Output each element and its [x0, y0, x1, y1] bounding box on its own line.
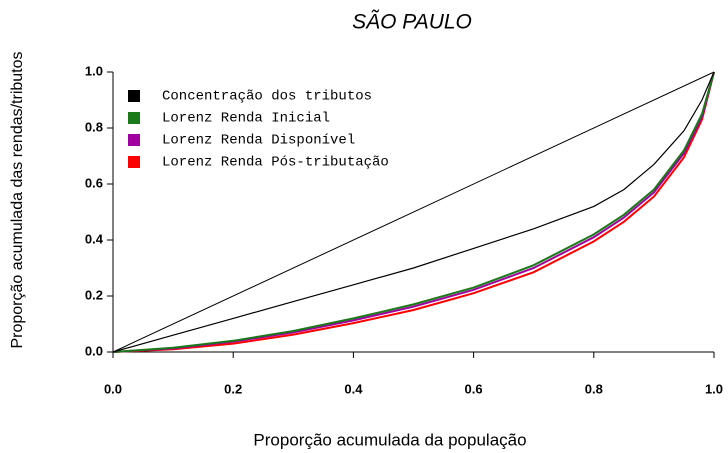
y-tick-label: 0.8: [85, 119, 103, 134]
chart-title: SÃO PAULO: [352, 10, 472, 34]
legend-swatch: [128, 112, 140, 124]
y-tick-label: 0.0: [85, 343, 103, 358]
equality-line: [112, 71, 715, 353]
x-tick-label: 0.8: [585, 381, 603, 396]
legend-swatch: [128, 156, 140, 168]
legend-label: Lorenz Renda Disponível: [162, 133, 355, 149]
series-line: [112, 71, 715, 353]
x-tick-label: 0.0: [104, 381, 122, 396]
x-tick-label: 0.4: [344, 381, 363, 396]
y-tick-label: 0.4: [85, 231, 104, 246]
series-line: [112, 71, 715, 353]
legend-label: Lorenz Renda Pós-tributação: [162, 155, 389, 171]
x-tick-label: 1.0: [705, 381, 723, 396]
y-tick-label: 0.2: [85, 287, 103, 302]
series-line: [112, 71, 715, 353]
legend-swatch: [128, 90, 140, 102]
legend-label: Lorenz Renda Inicial: [162, 111, 330, 127]
x-tick-label: 0.6: [465, 381, 483, 396]
y-tick-label: 1.0: [85, 63, 103, 78]
x-axis-label: Proporção acumulada da população: [253, 430, 526, 449]
y-axis-label: Proporção acumulada das rendas/tributos: [9, 51, 26, 348]
y-tick-label: 0.6: [85, 175, 103, 190]
legend-swatch: [128, 134, 140, 146]
legend-label: Concentração dos tributos: [162, 89, 372, 105]
x-tick-label: 0.2: [224, 381, 242, 396]
